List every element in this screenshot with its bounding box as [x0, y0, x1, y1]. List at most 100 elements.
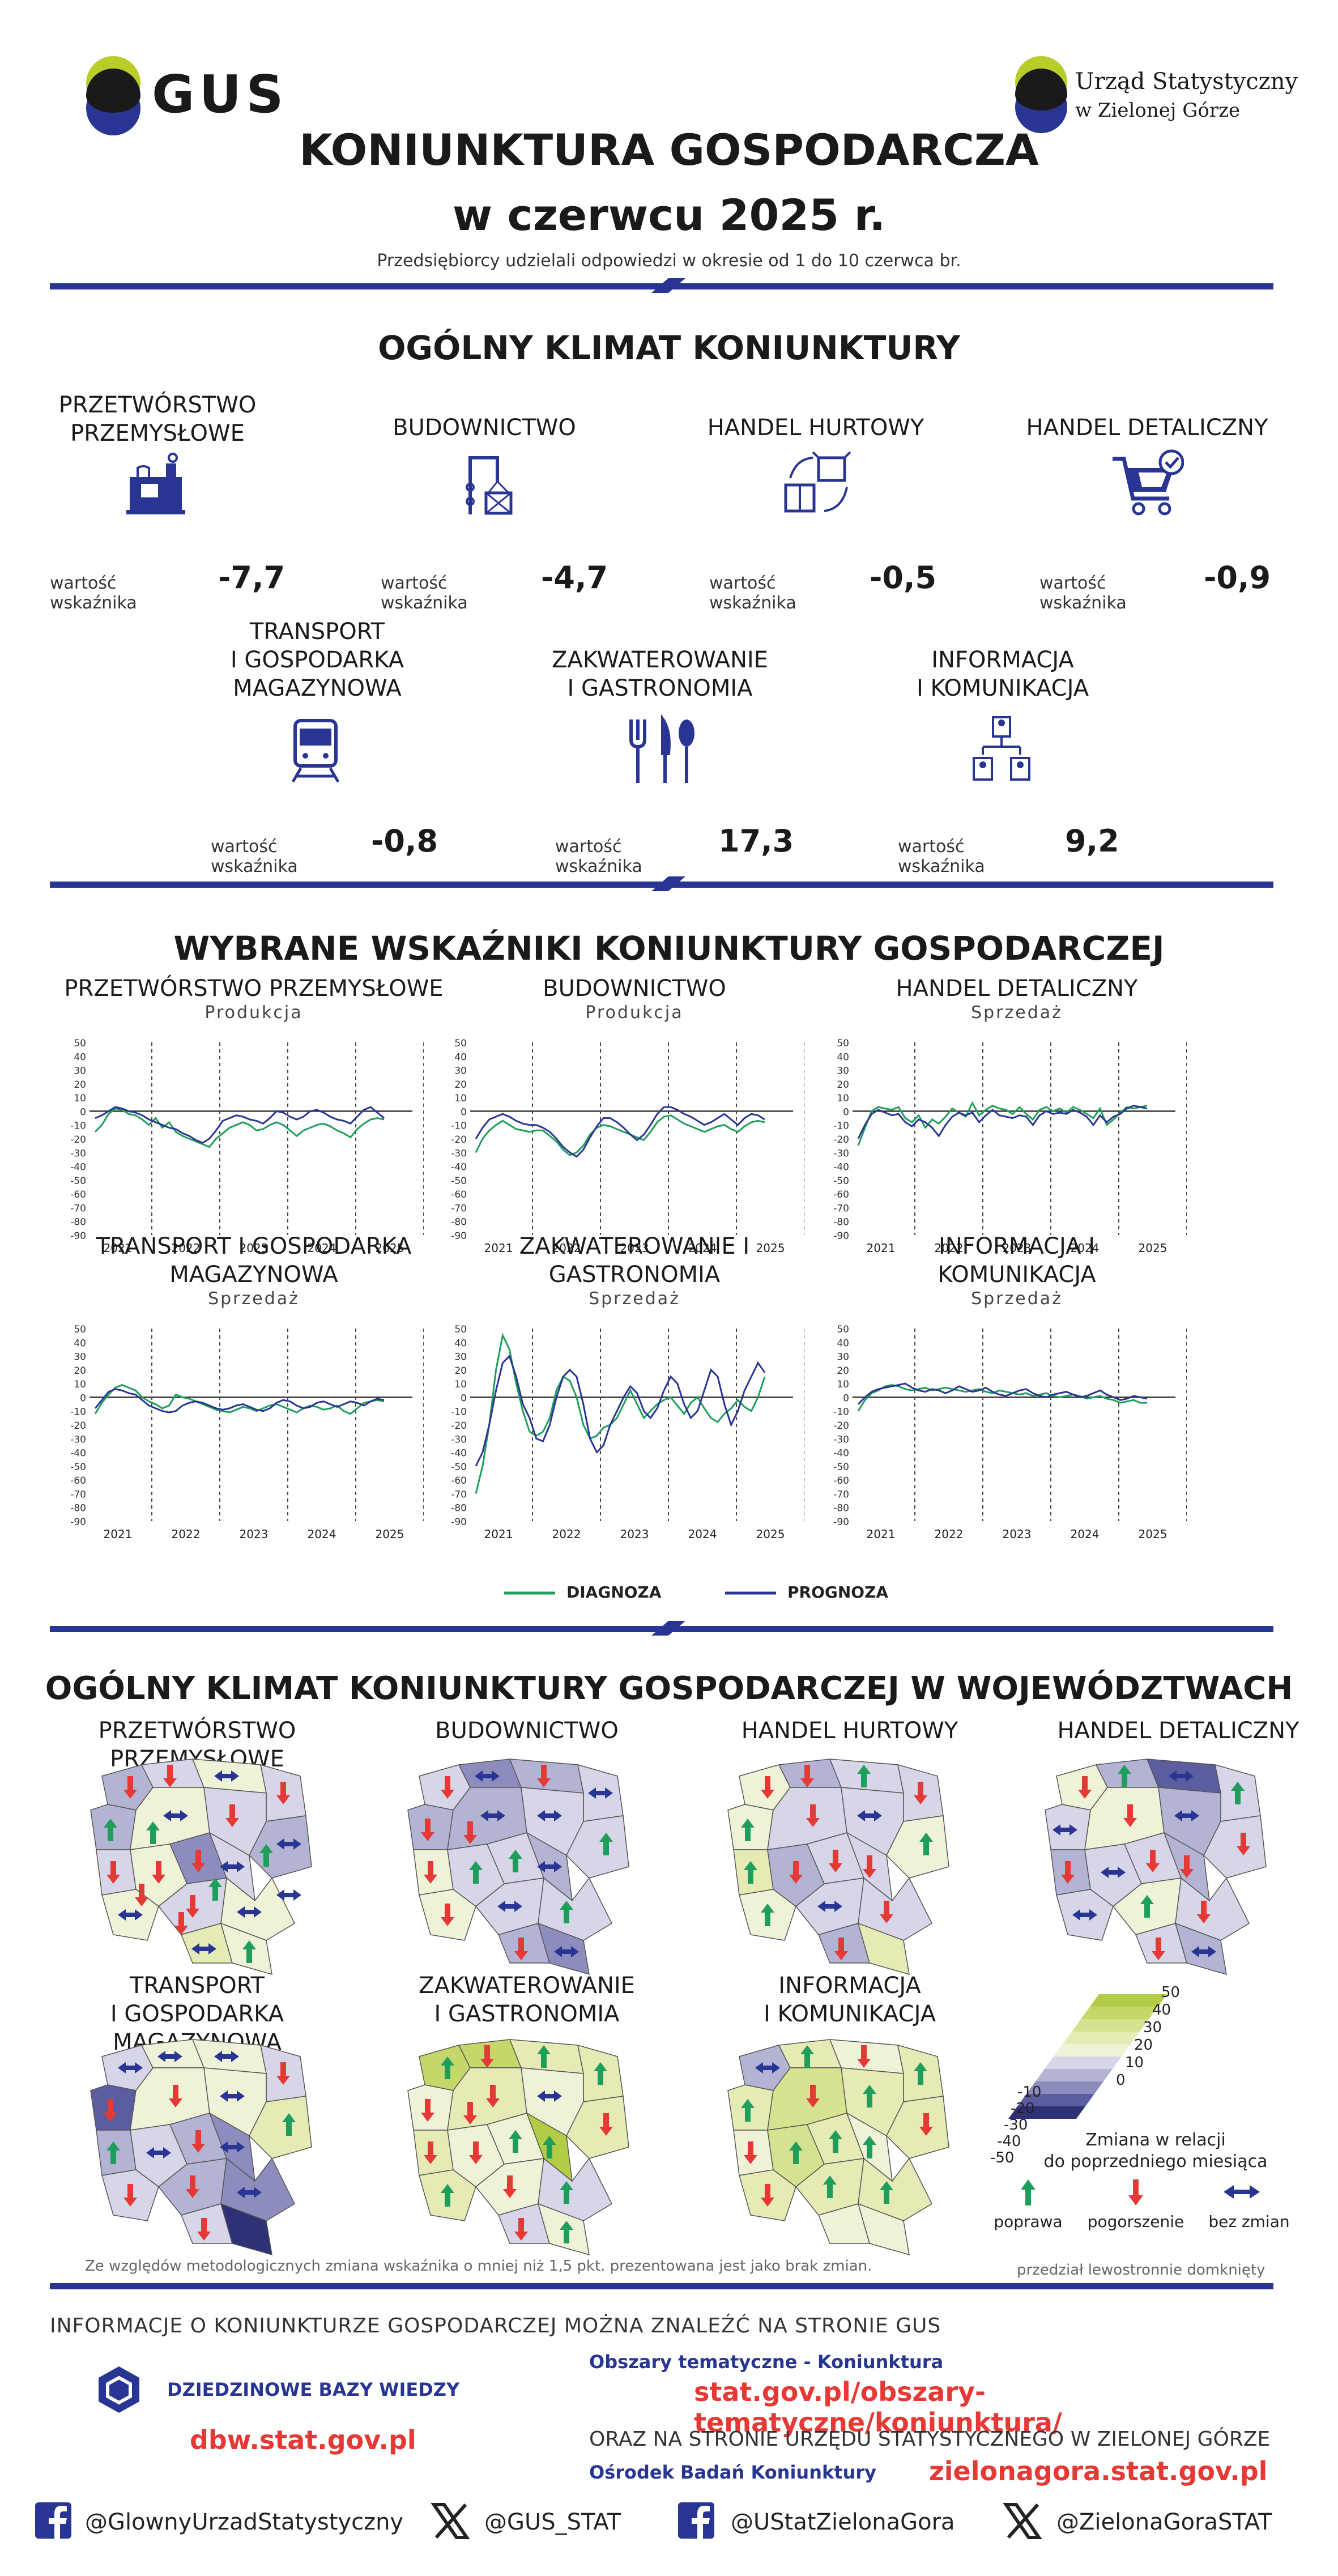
- gus-logo-text: GUS: [152, 64, 288, 125]
- sector-label: HANDEL DETALICZNY: [1026, 415, 1268, 441]
- voivodeship-region: [566, 1815, 629, 1879]
- down-arrow-icon: [806, 2085, 820, 2107]
- legend-prognoza-label: PROGNOZA: [787, 1583, 889, 1602]
- down-arrow-icon: [463, 1821, 477, 1844]
- train-icon: [291, 719, 340, 783]
- up-arrow-icon: [800, 2045, 814, 2068]
- down-arrow-icon: [104, 2099, 117, 2122]
- y-tick-label: -40: [833, 1448, 849, 1459]
- down-arrow-icon: [197, 2218, 211, 2241]
- scale-tick-label: -30: [1004, 2117, 1028, 2134]
- up-arrow-icon: [789, 2141, 803, 2164]
- x-tick-label: 2023: [240, 1527, 269, 1541]
- down-arrow-icon: [863, 1855, 876, 1878]
- up-arrow-icon: [1118, 1765, 1131, 1787]
- down-arrow-icon: [514, 2218, 528, 2241]
- flat-arrow-icon: [1191, 1946, 1216, 1957]
- up-arrow-icon: [469, 1861, 483, 1884]
- y-tick-label: 0: [80, 1393, 86, 1404]
- voivodeship-region: [857, 1922, 910, 1975]
- down-arrow-icon: [135, 1884, 148, 1906]
- down-arrow-icon: [834, 1938, 848, 1960]
- x-tick-label: 2024: [1071, 1527, 1100, 1541]
- up-arrow-icon: [282, 2113, 296, 2136]
- flat-arrow-icon: [1052, 1824, 1077, 1836]
- up-arrow-icon: [829, 2130, 842, 2153]
- down-arrow-icon: [919, 2113, 933, 2136]
- y-tick-label: 50: [454, 1324, 467, 1335]
- chart-title: HANDEL DETALICZNY: [896, 976, 1138, 1002]
- office-logo[interactable]: Urząd Statystyczny w Zielonej Górze: [1014, 54, 1298, 139]
- up-arrow-icon: [537, 2045, 551, 2068]
- series-diagnoza-line: [94, 1383, 385, 1415]
- up-arrow-icon: [106, 2141, 120, 2164]
- scale-legend: 50 40 30 20 10 0 -10 -20 -30 -40 -50 Zmiana w rel…: [986, 1984, 1303, 2272]
- x-tick-label: 2023: [620, 1527, 649, 1541]
- y-tick-label: -50: [451, 1462, 467, 1473]
- voivodeship-region: [566, 2096, 629, 2159]
- scale-tick-label: -50: [990, 2149, 1015, 2166]
- x-tick-label: 2025: [1139, 1527, 1167, 1541]
- flat-arrow-icon: [220, 1861, 245, 1872]
- y-tick-label: -30: [833, 1148, 849, 1159]
- down-arrow-icon: [761, 2184, 774, 2207]
- y-tick-label: 20: [837, 1079, 849, 1091]
- down-arrow-icon: [424, 1861, 437, 1884]
- y-tick-label: 10: [74, 1093, 86, 1104]
- y-tick-label: -30: [833, 1434, 849, 1445]
- y-tick-label: -20: [833, 1420, 849, 1432]
- up-arrow-icon: [863, 2085, 876, 2107]
- y-tick-label: -40: [70, 1448, 86, 1459]
- y-tick-label: -90: [451, 1517, 467, 1528]
- y-tick-label: -90: [833, 1517, 849, 1528]
- x-tick-label: 2022: [935, 1241, 964, 1255]
- y-tick-label: -50: [70, 1462, 86, 1473]
- map-title: I GASTRONOMIA: [434, 2001, 620, 2027]
- y-tick-label: 30: [454, 1352, 467, 1363]
- map-title: BUDOWNICTWO: [435, 1718, 619, 1744]
- indicator-value: 17,3: [718, 823, 794, 859]
- y-tick-label: 50: [837, 1038, 849, 1049]
- y-tick-label: 10: [74, 1379, 86, 1390]
- zg-link[interactable]: zielonagora.stat.gov.pl: [929, 2456, 1268, 2486]
- down-arrow-icon: [163, 1765, 177, 1787]
- y-tick-label: -10: [833, 1407, 849, 1418]
- scale-band: [1081, 2007, 1158, 2019]
- series-prognoza-line: [94, 1388, 385, 1413]
- indicator-chart: INFORMACJA I KOMUNIKACJA Sprzedaż 50 40 30 20…: [813, 1233, 1187, 1555]
- gus-logo[interactable]: GUS: [84, 54, 310, 139]
- y-tick-label: -20: [833, 1134, 849, 1146]
- scale-tick-label: 30: [1143, 2019, 1162, 2036]
- indicator-chart: BUDOWNICTWO Produkcja 50 40 30 20 10 0 -10 -20 -30…: [431, 974, 804, 1269]
- indicators-title: WYBRANE WSKAŹNIKI KONIUNKTURY GOSPODARCZ…: [173, 929, 1165, 968]
- y-tick-label: 40: [837, 1051, 849, 1063]
- up-arrow-icon: [1231, 1782, 1245, 1804]
- y-tick-label: -90: [70, 1517, 86, 1528]
- flat-arrow-icon: [214, 2051, 239, 2062]
- page-title: KONIUNKTURA GOSPODARCZA: [299, 125, 1039, 175]
- down-arrow-icon: [421, 1819, 434, 1841]
- y-tick-label: 20: [837, 1365, 849, 1377]
- y-tick-label: 40: [74, 1051, 86, 1063]
- chart-plot: 50 40 30 20 10 0 -10 -20 -30 -40 -50 -60 -70 -80 -90 20…: [833, 1324, 1187, 1541]
- flat-arrow-icon: [537, 1861, 562, 1872]
- dbw-link[interactable]: dbw.stat.gov.pl: [190, 2425, 416, 2455]
- voivodeship-map: [1045, 1759, 1267, 1975]
- flat-arrow-icon: [537, 2090, 562, 2102]
- sector-label: INFORMACJA: [931, 647, 1074, 673]
- y-tick-label: -50: [451, 1176, 467, 1187]
- topic-link[interactable]: stat.gov.pl/obszary-tematyczne/koniunktu…: [694, 2377, 1062, 2438]
- down-arrow-icon: [744, 2141, 757, 2164]
- scale-tick-label: 50: [1161, 1984, 1181, 2001]
- chart-plot: 50 40 30 20 10 0 -10 -20 -30 -40 -50 -60 -70 -80 -90 20…: [451, 1038, 804, 1255]
- social-handle: @ZielonaGoraSTAT: [1056, 2509, 1272, 2535]
- y-tick-label: -10: [833, 1121, 849, 1132]
- y-tick-label: 30: [74, 1352, 86, 1363]
- dbw-block[interactable]: DZIEDZINOWE BAZY WIEDZY dbw.stat.gov.pl: [96, 2365, 493, 2479]
- up-arrow-icon: [857, 1765, 871, 1787]
- down-arrow-icon: [186, 1895, 199, 1918]
- flat-arrow-icon: [220, 2141, 245, 2153]
- up-arrow-icon: [863, 2136, 876, 2158]
- scale-band: [1008, 2106, 1085, 2119]
- y-tick-label: -50: [70, 1176, 86, 1187]
